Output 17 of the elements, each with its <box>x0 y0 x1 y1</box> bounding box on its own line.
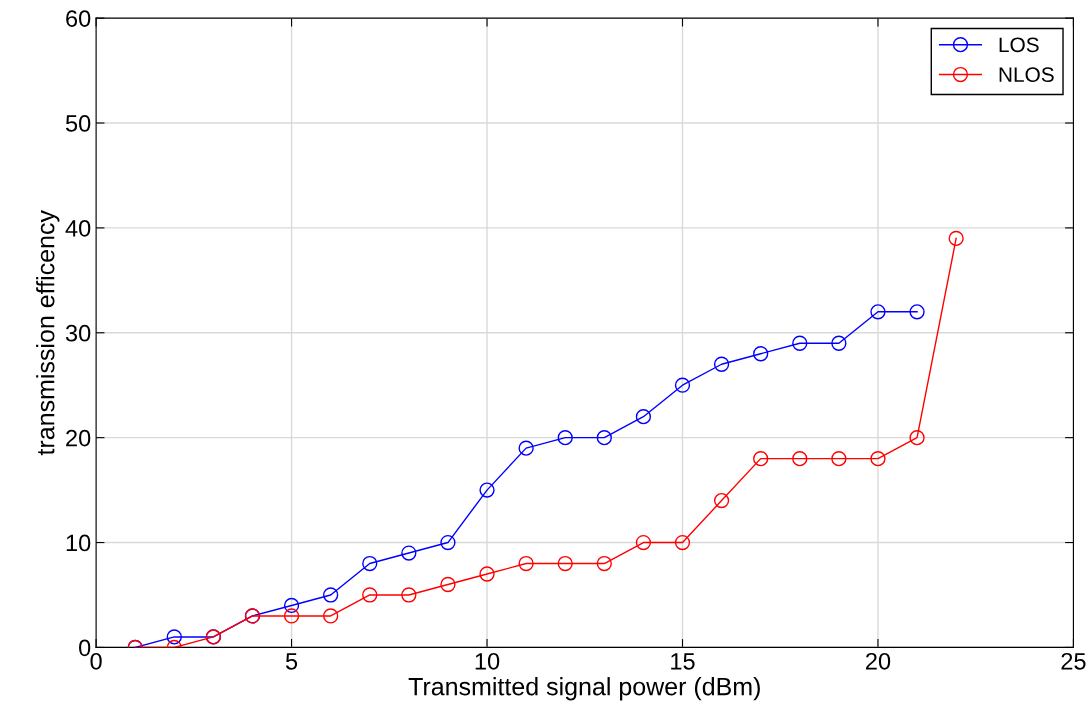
y-tick-label: 50 <box>65 115 91 132</box>
x-tick-label: 10 <box>475 652 500 670</box>
x-axis-title: Transmitted signal power (dBm) <box>408 677 760 701</box>
y-tick-label: 60 <box>66 10 91 27</box>
x-tick-label: 15 <box>671 653 695 670</box>
x-tick-label: 5 <box>285 653 298 670</box>
y-tick-label: 10 <box>66 534 91 552</box>
y-tick-label: 30 <box>65 324 91 342</box>
x-tick-label: 20 <box>866 652 891 670</box>
y-tick-label: 20 <box>66 429 91 447</box>
legend-label: LOS <box>999 37 1039 53</box>
y-tick-label: 0 <box>79 639 91 657</box>
y-tick-label: 40 <box>65 219 91 237</box>
x-tick-label: 25 <box>1061 652 1086 670</box>
y-axis-title: transmission efficency <box>36 210 60 456</box>
x-tick-label: 0 <box>90 652 102 670</box>
legend-label: NLOS <box>999 67 1054 83</box>
